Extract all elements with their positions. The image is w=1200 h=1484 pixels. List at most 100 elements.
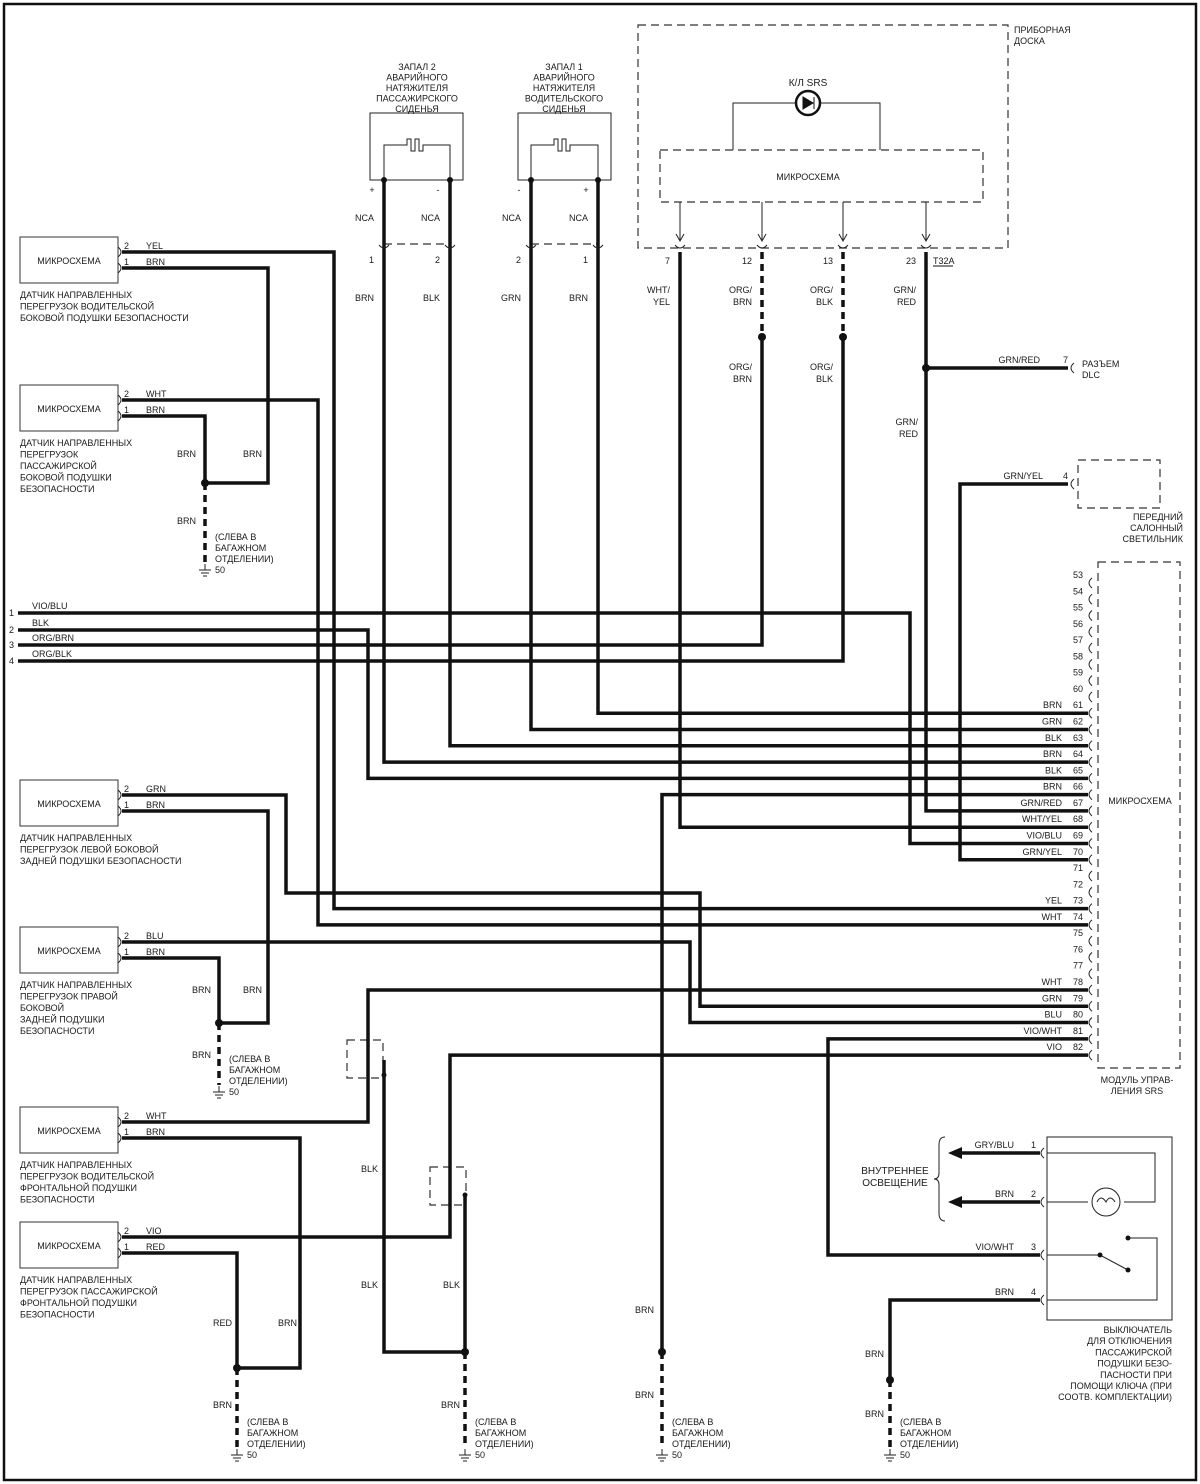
srs-wire-color: GRN [1042, 717, 1062, 727]
pretensioner-title: АВАРИЙНОГО [533, 72, 595, 83]
sensor-description: БЕЗОПАСНОСТИ [20, 1310, 95, 1320]
ip-pin-number: 12 [742, 256, 752, 266]
ground-number: 50 [900, 1450, 910, 1460]
pretensioner-title: СИДЕНЬЯ [395, 104, 439, 114]
wire-brn [122, 414, 207, 483]
ip-wire-color: ORG/ [810, 285, 834, 295]
ip-pin-number: 13 [823, 256, 833, 266]
connector-terminal-icon [1088, 593, 1093, 605]
sensor-pin-number: 1 [124, 257, 129, 267]
wire-brn [122, 266, 270, 485]
wire-wht-yel [678, 252, 1088, 829]
arrow-left-icon [948, 1147, 962, 1208]
srs-wire-color: VIO/WHT [1024, 1026, 1063, 1036]
left-pin-number: 2 [9, 625, 14, 635]
connector-terminal-icon [378, 244, 390, 249]
wire-wht [122, 988, 1088, 1124]
nca-label: NCA [421, 213, 440, 223]
key-switch-label: ПОДУШКИ БЕЗО- [1097, 1359, 1172, 1369]
connector-terminal-icon [1088, 870, 1093, 882]
ground-wire-color: RED [213, 1318, 233, 1328]
sensor-wire-color: RED [146, 1242, 166, 1252]
connector-terminal-icon [1040, 1196, 1045, 1208]
sensor-description: БОКОВОЙ ПОДУШКИ БЕЗОПАСНОСТИ [20, 312, 189, 323]
sensor-pin-number: 2 [124, 1111, 129, 1121]
switch-contact-wiring [1047, 1237, 1158, 1301]
connector-terminal-icon [1088, 659, 1093, 670]
sensor-description: ДАТЧИК НАПРАВЛЕННЫХ [20, 290, 132, 300]
connector-terminal-icon [1088, 642, 1093, 654]
connector-terminal-icon [117, 1116, 122, 1128]
splice-dot [381, 1072, 387, 1078]
sensor-chip-box [19, 236, 119, 284]
srs-wire-color: BLK [1045, 733, 1062, 743]
pretensioner-title: ЗАПАЛ 2 [398, 62, 435, 72]
splice-dot [201, 479, 209, 487]
ground-number: 50 [475, 1450, 485, 1460]
key-switch-box [1046, 1136, 1173, 1321]
splice-dot [658, 1348, 666, 1356]
connector-terminal-icon [444, 244, 456, 249]
switch-pin-number: 3 [1031, 1242, 1036, 1252]
dlc-pin: 7 [1063, 355, 1068, 365]
ip-pin-number: 23 [906, 256, 916, 266]
srs-wire-color: BRN [1043, 700, 1062, 710]
srs-pin-number: 66 [1073, 782, 1083, 792]
ground-location: ОТДЕЛЕНИИ) [900, 1439, 959, 1449]
srs-chip-label: МИКРОСХЕМА [1108, 796, 1172, 806]
sensor-description: БОКОВОЙ [20, 1002, 64, 1013]
connector-terminal-icon [1088, 691, 1093, 703]
ip-wire-color: GRN/ [896, 417, 919, 427]
ground-icon [231, 1449, 243, 1462]
srs-pin-number: 65 [1073, 765, 1083, 775]
srs-module-label: МОДУЛЬ УПРАВ- [1101, 1075, 1174, 1085]
dlc-wire-color: GRN/RED [998, 355, 1040, 365]
connector-terminal-icon [117, 936, 122, 948]
connector-terminal-icon [1088, 805, 1093, 817]
wire-grn-yel [958, 482, 1088, 862]
connector-terminal-icon [1088, 789, 1093, 801]
chip-output-arrow [921, 202, 931, 243]
interior-light-bracket [933, 1136, 946, 1222]
srs-pin-number: 62 [1073, 717, 1083, 727]
chip-output-arrow [838, 202, 848, 243]
key-switch-label: ВЫКЛЮЧАТЕЛЬ [1103, 1325, 1172, 1335]
polarity-mark: + [583, 185, 588, 195]
ground-location: ОТДЕЛЕНИИ) [247, 1439, 306, 1449]
ground-location: ОТДЕЛЕНИИ) [475, 1439, 534, 1449]
ground-location: БАГАЖНОМ [247, 1428, 298, 1438]
ground-wire-color: BRN [635, 1305, 654, 1315]
ground-wire-color: BRN [243, 985, 262, 995]
sensor-pin-number: 2 [124, 931, 129, 941]
connector-terminal-icon [117, 1231, 122, 1243]
splice-dot [886, 1376, 894, 1384]
sensor-pin-number: 1 [124, 800, 129, 810]
connector-terminal-icon [1088, 740, 1093, 752]
wire-vio-wht [826, 1037, 1088, 1257]
ground-number: 50 [672, 1450, 682, 1460]
wire-grn [122, 793, 1088, 1009]
left-pin-number: 4 [9, 656, 14, 666]
ground-wire-color: BLK [361, 1280, 378, 1290]
srs-pin-number: 54 [1073, 586, 1083, 596]
srs-wire-color: VIO [1046, 1042, 1062, 1052]
sensor-pin-number: 2 [124, 784, 129, 794]
wire-grn [529, 180, 1088, 732]
wire-wht [122, 398, 1088, 927]
instrument-panel-title: ДОСКА [1014, 36, 1045, 46]
ground-location: (СЛЕВА В [672, 1417, 713, 1427]
sensor-chip-label: МИКРОСХЕМА [37, 799, 101, 809]
ground-location: (СЛЕВА В [215, 532, 256, 542]
ground-location: БАГАЖНОМ [672, 1428, 723, 1438]
dome-light-label: ПЕРЕДНИЙ [1133, 511, 1183, 522]
srs-wire-color: GRN/YEL [1022, 847, 1062, 857]
sensor-pin-number: 1 [124, 1127, 129, 1137]
srs-pin-number: 61 [1073, 700, 1083, 710]
switch-wire-color: VIO/WHT [976, 1242, 1015, 1252]
sensor-wire-color: GRN [146, 784, 166, 794]
srs-pin-number: 77 [1073, 961, 1083, 971]
connector-terminal-icon [1088, 854, 1093, 866]
connector-terminal-icon [1088, 919, 1093, 931]
ground-number: 50 [229, 1087, 239, 1097]
ip-wire-color: BRN [733, 374, 752, 384]
